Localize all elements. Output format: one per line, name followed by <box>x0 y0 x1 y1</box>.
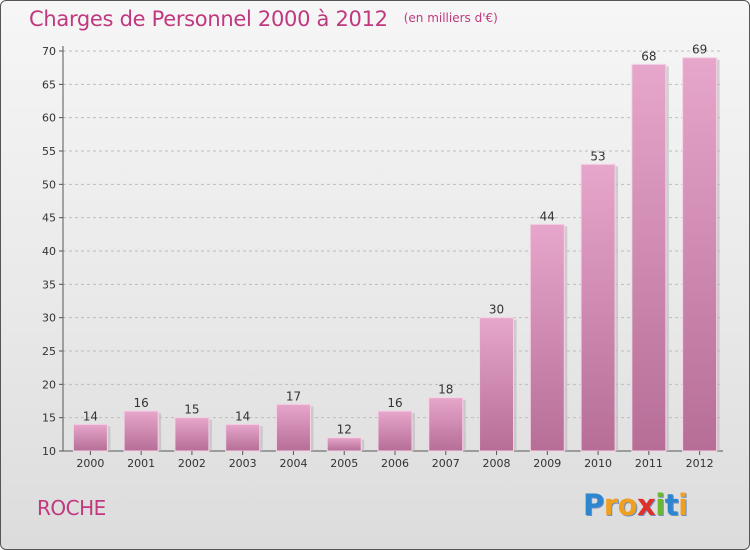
chart-subtitle: (en milliers d'€) <box>403 11 498 25</box>
logo-letter: t <box>664 488 679 522</box>
x-tick-label: 2009 <box>533 457 561 470</box>
data-label: 14 <box>235 409 250 423</box>
y-tick-label: 60 <box>42 112 56 125</box>
data-label: 18 <box>438 383 453 397</box>
data-label: 16 <box>134 396 149 410</box>
x-tick-label: 2008 <box>483 457 511 470</box>
data-label: 69 <box>692 43 707 57</box>
x-tick-label: 2010 <box>584 457 612 470</box>
y-tick-label: 40 <box>42 245 56 258</box>
y-tick-label: 45 <box>42 212 56 225</box>
bar <box>225 423 261 452</box>
bar <box>580 163 616 452</box>
bar <box>174 417 210 452</box>
x-tick-label: 2006 <box>381 457 409 470</box>
y-tick-label: 55 <box>42 145 56 158</box>
bar <box>479 317 515 452</box>
y-tick-label: 10 <box>42 445 56 458</box>
x-tick-label: 2001 <box>127 457 155 470</box>
y-tick-label: 35 <box>42 278 56 291</box>
data-label: 12 <box>337 423 352 437</box>
x-tick-label: 2004 <box>279 457 307 470</box>
data-label: 16 <box>387 396 402 410</box>
data-label: 17 <box>286 389 301 403</box>
bar <box>428 397 464 452</box>
bar <box>682 57 718 452</box>
bar <box>377 410 413 452</box>
logo-letter: i <box>678 488 688 522</box>
x-tick-label: 2003 <box>229 457 257 470</box>
logo-letter: o <box>617 488 638 522</box>
x-tick-label: 2011 <box>635 457 663 470</box>
logo-letter: r <box>603 488 618 522</box>
x-tick-label: 2000 <box>76 457 104 470</box>
y-tick-label: 65 <box>42 78 56 91</box>
bar <box>72 423 108 452</box>
bar <box>275 403 311 452</box>
y-tick-label: 50 <box>42 178 56 191</box>
y-tick-label: 30 <box>42 312 56 325</box>
data-label: 14 <box>83 409 98 423</box>
data-label: 53 <box>590 149 605 163</box>
x-tick-label: 2002 <box>178 457 206 470</box>
data-label: 44 <box>540 209 555 223</box>
logo-letter: P <box>583 488 604 522</box>
y-tick-label: 25 <box>42 345 56 358</box>
x-tick-label: 2012 <box>686 457 714 470</box>
logo-letter: i <box>655 488 665 522</box>
chart-title: Charges de Personnel 2000 à 2012 (en mill… <box>29 7 498 31</box>
y-tick-label: 70 <box>42 45 56 58</box>
commune-name: ROCHE <box>37 496 106 520</box>
data-label: 30 <box>489 303 504 317</box>
logo-letter: x <box>637 488 656 522</box>
chart-title-main: Charges de Personnel 2000 à 2012 <box>29 7 388 31</box>
x-tick-label: 2005 <box>330 457 358 470</box>
bar <box>123 410 159 452</box>
y-tick-label: 20 <box>42 378 56 391</box>
x-tick-label: 2007 <box>432 457 460 470</box>
proxiti-logo: Proxiti <box>583 488 688 522</box>
bar <box>326 437 362 452</box>
y-tick-label: 15 <box>42 412 56 425</box>
bar <box>529 223 565 452</box>
bar <box>631 63 667 452</box>
data-label: 68 <box>641 49 656 63</box>
data-label: 15 <box>184 403 199 417</box>
